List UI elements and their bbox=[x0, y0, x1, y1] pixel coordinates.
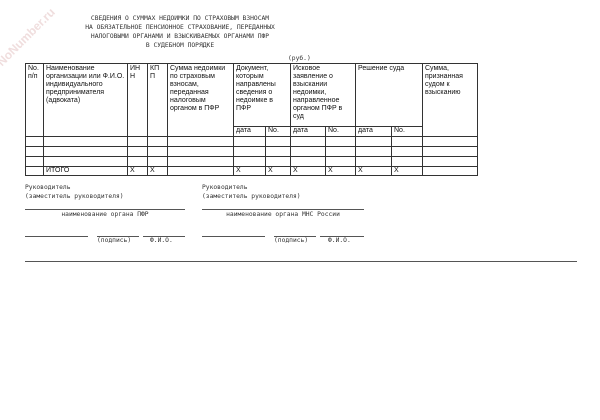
subheader-no: No. bbox=[328, 127, 339, 134]
header-sum: Сумма недоимки по страховым взносам, пер… bbox=[170, 65, 226, 112]
x-mark: X bbox=[268, 167, 273, 174]
role-label: Руководитель bbox=[25, 184, 71, 191]
x-mark: X bbox=[293, 167, 298, 174]
org-label: наименование органа МНС России bbox=[226, 211, 340, 218]
x-mark: X bbox=[358, 167, 363, 174]
header-claim: Исковое заявление о взыскании недоимки, … bbox=[293, 65, 343, 120]
subheader-no: No. bbox=[394, 127, 405, 134]
x-mark: X bbox=[150, 167, 155, 174]
title-line: В СУДЕБНОМ ПОРЯДКЕ bbox=[145, 42, 215, 49]
header-inn: ИН Н bbox=[130, 65, 141, 80]
document-title: СВЕДЕНИЯ О СУММАХ НЕДОИМКИ ПО СТРАХОВЫМ … bbox=[60, 14, 300, 50]
title-line: НА ОБЯЗАТЕЛЬНОЕ ПЕНСИОННОЕ СТРАХОВАНИЕ, … bbox=[85, 24, 275, 31]
subheader-no: No. bbox=[268, 127, 279, 134]
signature-label: (подпись) bbox=[97, 237, 132, 244]
x-mark: X bbox=[328, 167, 333, 174]
subheader-date: дата bbox=[236, 127, 251, 134]
bottom-divider bbox=[25, 261, 577, 262]
watermark: NoNumber.ru bbox=[0, 5, 58, 69]
title-line: СВЕДЕНИЯ О СУММАХ НЕДОИМКИ ПО СТРАХОВЫМ … bbox=[90, 15, 270, 22]
org-label: наименование органа ПФР bbox=[61, 211, 149, 218]
header-name: Наименование организации или Ф.И.О. инди… bbox=[46, 65, 125, 104]
subheader-date: дата bbox=[358, 127, 373, 134]
title-line: НАЛОГОВЫМИ ОРГАНАМИ И ВЗЫСКИВАЕМЫХ ОРГАН… bbox=[90, 33, 270, 40]
header-awarded-sum: Сумма, признанная судом к взысканию bbox=[425, 65, 463, 96]
role-label: Руководитель bbox=[202, 184, 248, 191]
unit-label: (руб.) bbox=[288, 55, 311, 62]
fio-label: Ф.И.О. bbox=[328, 237, 351, 244]
x-mark: X bbox=[394, 167, 399, 174]
header-document: Документ, которым направлены сведения о … bbox=[236, 65, 276, 112]
header-kpp: КП П bbox=[150, 65, 160, 80]
header-court-decision: Решение суда bbox=[358, 65, 405, 72]
signature-label: (подпись) bbox=[274, 237, 309, 244]
deputy-label: (заместитель руководителя) bbox=[25, 193, 124, 200]
deputy-label: (заместитель руководителя) bbox=[202, 193, 301, 200]
fio-label: Ф.И.О. bbox=[150, 237, 173, 244]
total-label: ИТОГО bbox=[46, 167, 70, 174]
header-no: No. п/п bbox=[28, 65, 39, 80]
x-mark: X bbox=[130, 167, 135, 174]
subheader-date: дата bbox=[293, 127, 308, 134]
x-mark: X bbox=[236, 167, 241, 174]
